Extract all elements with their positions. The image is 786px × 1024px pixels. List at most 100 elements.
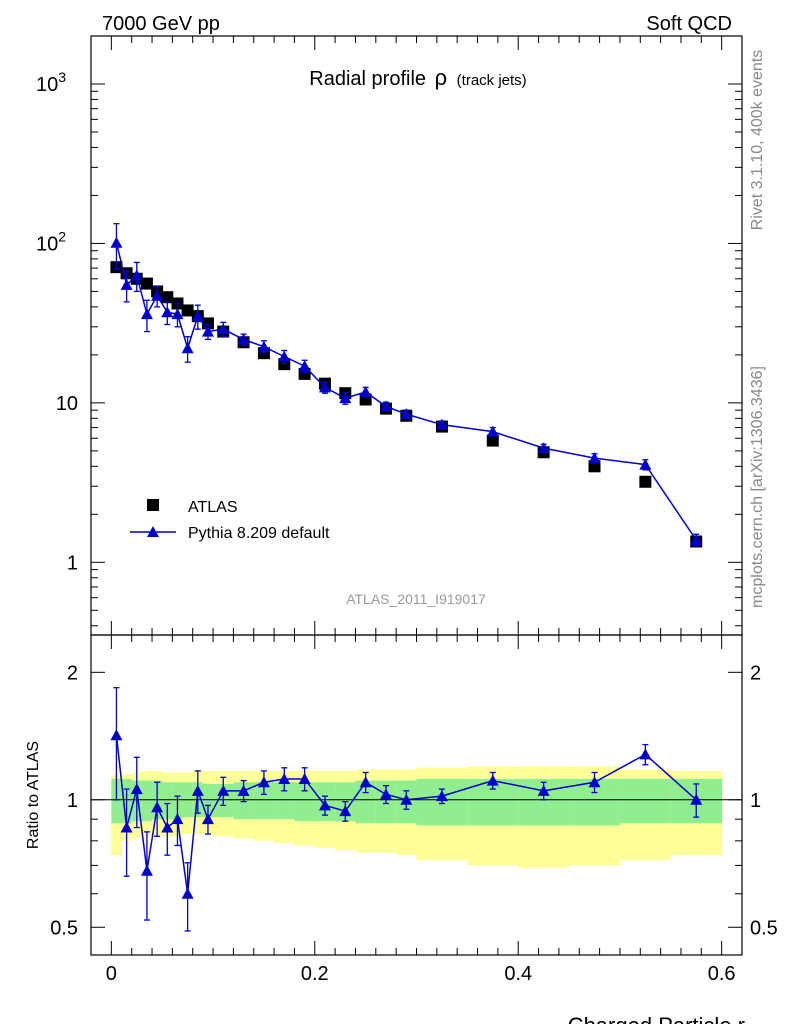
ratio-pythia-point [639,748,652,760]
stat-uncertainty-band [202,783,214,818]
ratio-pythia-point [435,790,448,802]
atlas-point [486,434,499,447]
pythia-point [435,418,448,430]
plot-title-symbol: ρ [435,65,448,90]
legend-atlas-label: ATLAS [188,499,238,516]
pythia-point [140,308,153,320]
pythia-point [318,381,331,393]
main-y-tick-label: 102 [36,228,66,255]
ratio-y-tick-label-right: 1 [750,790,761,812]
pythia-point [201,325,214,337]
plot-title: Radial profile ρ (track jets) [309,65,526,90]
analysis-watermark: ATLAS_2011_I919017 [346,591,486,607]
atlas-point [140,277,153,290]
ratio-y-tick-label-left: 0.5 [50,917,78,939]
pythia-point [278,350,291,362]
pythia-point [298,360,311,372]
plot-title-main: Radial profile [309,68,426,90]
atlas-point [639,475,652,488]
main-y-tick-exponent: 2 [58,228,66,244]
pythia-point [217,323,230,335]
pythia-point [588,452,601,464]
main-y-tick-label: 103 [36,69,66,96]
pythia-point [191,310,204,322]
rivet-version-label: Rivet 3.1.10, 400k events [749,50,766,231]
ratio-pythia-point [257,776,270,788]
plot-title-suffix: (track jets) [457,72,527,89]
pythia-point [130,269,143,281]
ratio-pythia-point [318,799,331,811]
ratio-pythia-point [151,801,164,813]
main-y-tick-label: 1 [67,552,78,574]
legend-pythia-marker [147,526,159,537]
ratio-pythia-point [588,776,601,788]
ratio-pythia-point [120,821,133,833]
ratio-y-tick-label-right: 0.5 [750,917,778,939]
ratio-y-tick-labels: 0.5 0.5 1 1 2 2 [50,662,778,939]
ratio-pythia-point [537,784,550,796]
ratio-pythia-point [201,813,214,825]
ratio-pythia-point [181,887,194,899]
ratio-pythia-point [339,805,352,817]
ratio-pythia-point [237,784,250,796]
pythia-point [359,385,372,397]
header-left: 7000 GeV pp [102,13,220,35]
atlas-point [161,291,174,304]
pythia-point [110,236,123,248]
ratio-y-tick-label-left: 1 [67,790,78,812]
ratio-pythia-point [690,793,703,805]
pythia-point [486,425,499,437]
ratio-y-axis-label: Ratio to ATLAS [25,741,42,849]
atlas-point [181,304,194,317]
stat-uncertainty-band [141,780,153,822]
stat-uncertainty-band [274,782,295,820]
ratio-pythia-point [278,772,291,784]
stat-uncertainty-band [162,782,173,820]
main-ticks [91,35,743,635]
main-frame [90,35,743,636]
pythia-point [537,442,550,454]
x-tick-label: 0 [106,963,117,985]
pythia-point [639,458,652,470]
pythia-point [171,308,184,320]
legend: ATLAS Pythia 8.209 default [130,499,330,542]
pythia-point [161,306,174,318]
ratio-y-tick-label-right: 2 [750,662,761,684]
ratio-pythia-point [110,729,123,741]
ratio-pythia-point [130,783,143,795]
stat-uncertainty-band [253,782,275,820]
ratio-pythia-point [486,774,499,786]
header-right: Soft QCD [646,13,732,35]
ratio-pythia-point [217,784,230,796]
x-tick-label: 0.6 [708,963,736,985]
ratio-pythia-point [379,788,392,800]
pythia-point [181,342,194,354]
ratio-pythia-point [359,776,372,788]
stat-uncertainty-band [355,780,377,824]
pythia-point [690,534,703,546]
x-axis-label: Charged Particle r [568,1013,745,1024]
pythia-point [237,333,250,345]
mcplots-reference-label: mcplots.cern.ch [arXiv:1306.3436] [749,366,766,608]
ratio-pythia-point [400,793,413,805]
ratio-pythia-point [161,821,174,833]
main-y-tick-exponent: 3 [58,69,66,85]
legend-pythia-label: Pythia 8.209 default [188,525,330,542]
ratio-pythia-point [191,784,204,796]
pythia-point [339,392,352,404]
ratio-ticks [91,635,743,955]
ratio-series-layer [110,687,703,932]
pythia-point [257,340,270,352]
main-series-layer [110,223,703,548]
ratio-pythia-point [140,864,153,876]
pythia-line [115,242,697,541]
x-tick-label: 0.2 [301,963,329,985]
pythia-point [120,278,133,290]
legend-atlas-marker [147,499,159,511]
main-y-tick-label: 10 [56,393,78,415]
stat-uncertainty-band [111,778,123,824]
ratio-panel: 0.5 0.5 1 1 2 2 0 0.2 0.4 0.6 Ratio to ATLAS Cha… [25,634,778,1024]
